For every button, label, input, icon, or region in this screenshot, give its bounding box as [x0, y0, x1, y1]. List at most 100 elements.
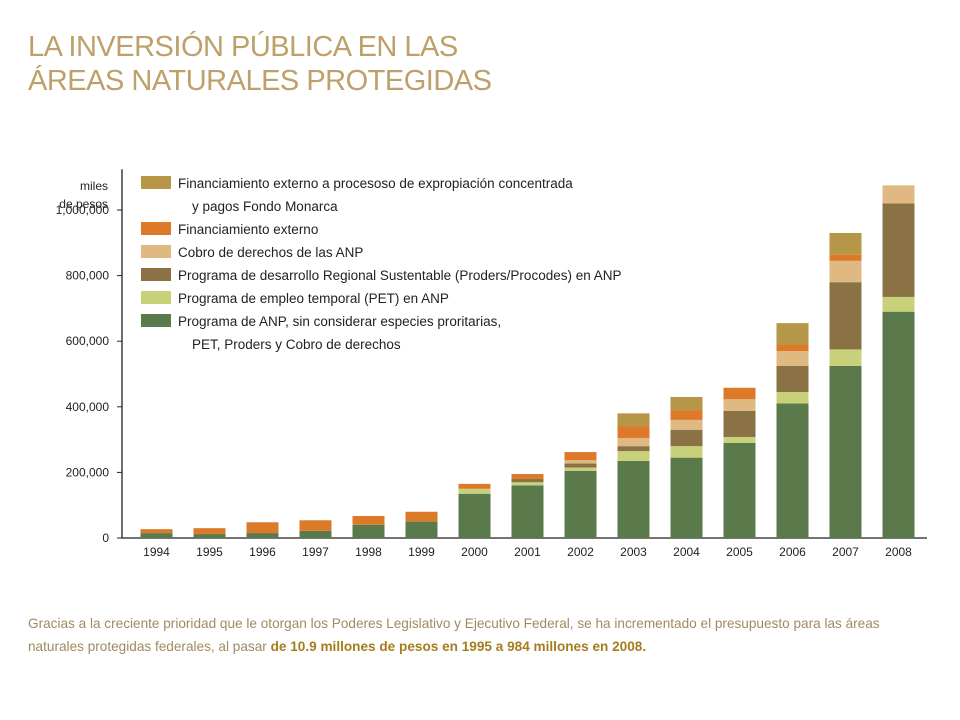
- bar-segment: [140, 529, 173, 534]
- bar-segment: [829, 254, 862, 261]
- bar-segment: [352, 516, 385, 525]
- x-tick-label: 2008: [885, 545, 912, 559]
- bar-segment: [776, 392, 809, 404]
- bar-segment: [882, 203, 915, 297]
- bar-segment: [882, 311, 915, 538]
- x-tick-label: 1996: [249, 545, 276, 559]
- stacked-bar-chart: miles de pesos 0 200,000 400,000 600,000 800,0…: [56, 169, 927, 559]
- bar-segment: [299, 520, 332, 531]
- bar-segment: [405, 521, 438, 538]
- x-tick-label: 2004: [673, 545, 700, 559]
- x-tick-label: 2000: [461, 545, 488, 559]
- bar-segment: [617, 437, 650, 447]
- bar-segment: [564, 467, 597, 471]
- legend-label: Cobro de derechos de las ANP: [178, 245, 363, 260]
- bar-segment: [882, 185, 915, 204]
- bar-segment: [564, 460, 597, 464]
- bar-segment: [670, 410, 703, 420]
- y-tick-label: 200,000: [66, 465, 110, 479]
- x-tick-label: 2006: [779, 545, 806, 559]
- caption-text: Gracias a la creciente prioridad que le …: [28, 616, 880, 654]
- y-tick-label: 800,000: [66, 269, 110, 283]
- bar-segment: [829, 260, 862, 283]
- bar-segment: [776, 323, 809, 345]
- x-tick-label: 1997: [302, 545, 329, 559]
- bar-segment: [246, 533, 279, 538]
- caption: Gracias a la creciente prioridad que le …: [28, 612, 933, 658]
- bar-segment: [829, 282, 862, 350]
- x-tick-label: 1998: [355, 545, 382, 559]
- title-line-1: LA INVERSIÓN PÚBLICA EN LAS: [28, 31, 458, 63]
- bar-segment: [776, 365, 809, 393]
- legend-swatch: [141, 291, 171, 304]
- bar-segment: [670, 446, 703, 458]
- x-tick-label: 1995: [196, 545, 223, 559]
- bar-segment: [564, 452, 597, 461]
- y-axis-label: de pesos: [59, 197, 108, 211]
- bar-segment: [829, 232, 862, 255]
- bar-segment: [829, 349, 862, 366]
- bar-segment: [193, 534, 226, 538]
- bar-segment: [511, 482, 544, 486]
- title-line-2: ÁREAS NATURALES PROTEGIDAS: [28, 65, 492, 97]
- y-axis-label: miles: [80, 179, 108, 193]
- bar-segment: [723, 410, 756, 437]
- legend-label: Programa de desarrollo Regional Sustenta…: [178, 268, 622, 283]
- bar-segment: [617, 451, 650, 461]
- x-tick-label: 2001: [514, 545, 541, 559]
- bar-segment: [670, 396, 703, 411]
- bar-segment: [776, 344, 809, 352]
- bar-segment: [617, 460, 650, 538]
- bar-segment: [299, 530, 332, 538]
- x-tick-label: 2005: [726, 545, 753, 559]
- y-tick-label: 400,000: [66, 400, 110, 414]
- x-tick-label: 2007: [832, 545, 859, 559]
- bar-segment: [776, 403, 809, 538]
- legend-label: Financiamiento externo: [178, 222, 318, 237]
- x-tick-label: 2002: [567, 545, 594, 559]
- bar-segment: [352, 524, 385, 538]
- caption-highlight: de 10.9 millones de pesos en 1995 a 984 …: [270, 639, 647, 654]
- bar-segment: [723, 387, 756, 400]
- x-tick-label: 1994: [143, 545, 170, 559]
- bar-segment: [511, 478, 544, 483]
- bar-segment: [723, 436, 756, 443]
- bar-segment: [670, 419, 703, 430]
- page-title: LA INVERSIÓN PÚBLICA EN LAS ÁREAS NATURA…: [28, 30, 492, 98]
- legend-swatch: [141, 222, 171, 235]
- legend-label: Programa de empleo temporal (PET) en ANP: [178, 291, 449, 306]
- bar-segment: [140, 533, 173, 538]
- legend-swatch: [141, 176, 171, 189]
- bar-segment: [723, 399, 756, 411]
- bar-segment: [617, 413, 650, 427]
- bar-segment: [723, 442, 756, 538]
- bar-segment: [405, 511, 438, 522]
- bar-segment: [511, 474, 544, 479]
- legend-swatch: [141, 268, 171, 281]
- bar-segment: [193, 528, 226, 535]
- x-tick-label: 1999: [408, 545, 435, 559]
- bar-segment: [617, 446, 650, 452]
- bar-segment: [829, 365, 862, 538]
- bar-segment: [564, 463, 597, 468]
- bar-segment: [670, 429, 703, 447]
- bar-segment: [882, 296, 915, 312]
- bar-segment: [458, 483, 491, 489]
- legend-swatch: [141, 314, 171, 327]
- y-tick-label: 600,000: [66, 334, 110, 348]
- bar-segment: [776, 351, 809, 366]
- bar-segment: [617, 426, 650, 438]
- legend-swatch: [141, 245, 171, 258]
- y-tick-label: 0: [102, 531, 109, 545]
- bar-segment: [511, 485, 544, 538]
- legend-label: Programa de ANP, sin considerar especies…: [178, 314, 501, 329]
- bar-segment: [458, 493, 491, 538]
- legend-label: PET, Proders y Cobro de derechos: [192, 337, 401, 352]
- bar-segment: [670, 457, 703, 538]
- bar-segment: [458, 488, 491, 494]
- legend-label: y pagos Fondo Monarca: [192, 199, 338, 214]
- bar-segment: [246, 522, 279, 534]
- y-tick-label: 1,000,000: [56, 203, 110, 217]
- x-tick-label: 2003: [620, 545, 647, 559]
- bar-segment: [564, 470, 597, 538]
